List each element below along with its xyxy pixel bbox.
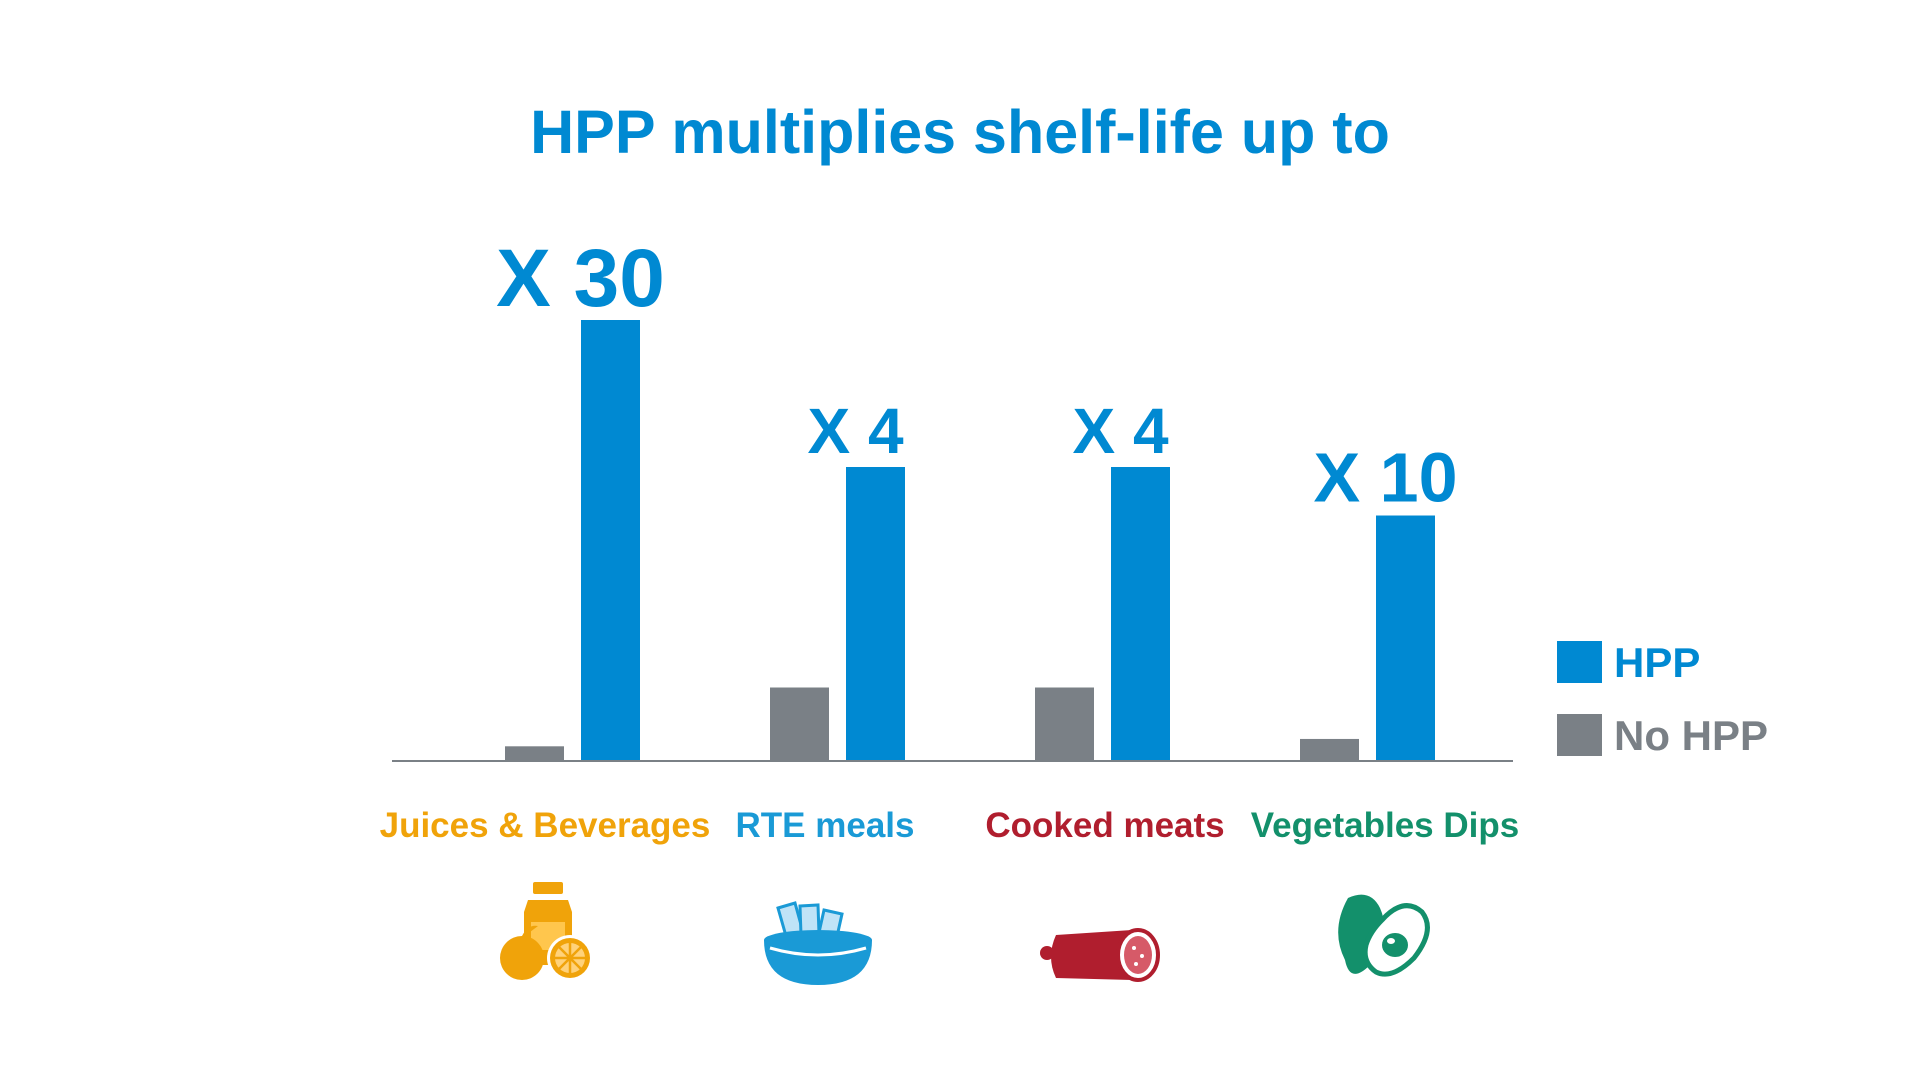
category-label-1: RTE meals: [736, 806, 915, 845]
legend-label-hpp: HPP: [1614, 639, 1700, 686]
legend: HPP No HPP: [1557, 639, 1768, 759]
category-labels: Juices & Beverages RTE meals Cooked meats V…: [380, 806, 1520, 845]
category-label-3: Vegetables Dips: [1251, 806, 1519, 845]
data-label-3: X 10: [1314, 439, 1458, 517]
category-label-0: Juices & Beverages: [380, 806, 711, 845]
sausage-icon: [1040, 928, 1160, 982]
data-label-0: X 30: [496, 233, 665, 324]
data-label-1: X 4: [807, 395, 903, 467]
bar-no-hpp-1: [770, 687, 829, 761]
data-labels: X 30 X 4 X 4 X 10: [496, 233, 1457, 517]
bar-hpp-2: [1111, 467, 1170, 761]
bar-no-hpp-0: [505, 746, 564, 761]
chart-title: HPP multiplies shelf-life up to: [530, 98, 1390, 166]
bar-no-hpp-2: [1035, 687, 1094, 761]
juice-and-fruit-icon: [500, 882, 593, 981]
data-label-2: X 4: [1072, 395, 1168, 467]
legend-label-no-hpp: No HPP: [1614, 712, 1768, 759]
bowl-with-chips-icon: [764, 901, 872, 985]
category-label-2: Cooked meats: [985, 806, 1224, 845]
bar-hpp-3: [1376, 515, 1435, 761]
legend-swatch-no-hpp: [1557, 714, 1602, 756]
bar-hpp-1: [846, 467, 905, 761]
bars: [505, 320, 1435, 761]
legend-swatch-hpp: [1557, 641, 1602, 683]
bar-no-hpp-3: [1300, 738, 1359, 761]
avocado-icon: [1338, 894, 1430, 977]
bar-hpp-0: [581, 320, 640, 761]
